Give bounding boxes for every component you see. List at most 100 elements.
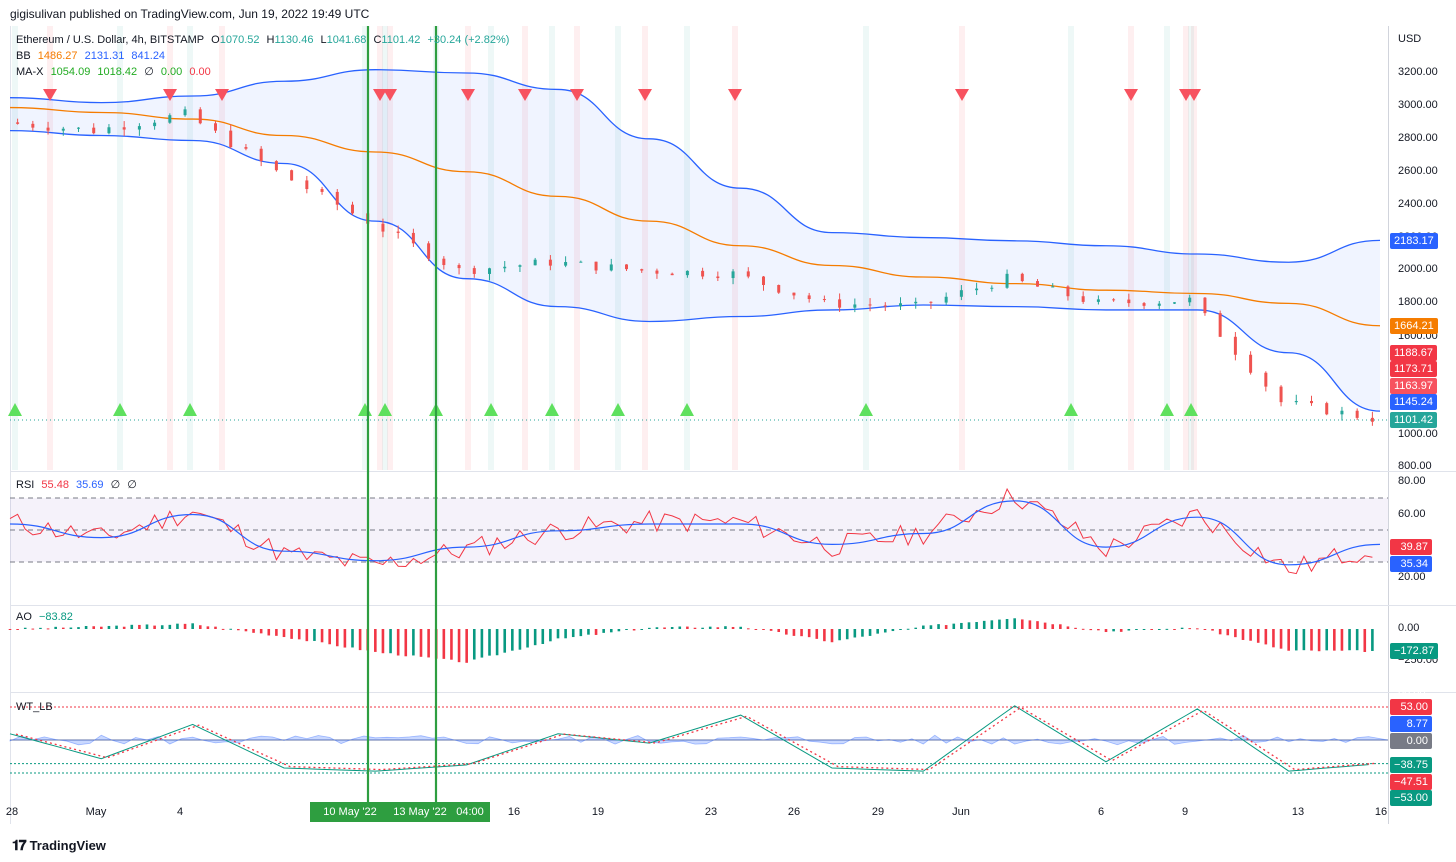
candle-body — [31, 123, 35, 128]
candle-body — [1051, 286, 1055, 288]
price-tag: 1145.24 — [1390, 394, 1437, 410]
candle-body — [975, 288, 979, 291]
candle-body — [1218, 313, 1222, 337]
ao-bar — [198, 625, 202, 629]
price-tag: 1664.21 — [1390, 318, 1438, 334]
rsi-symbol-1: ∅ — [110, 479, 121, 491]
ao-bar — [244, 629, 248, 632]
sell-band — [959, 26, 965, 470]
low-value: 1041.68 — [326, 34, 367, 46]
ao-bar — [374, 629, 377, 652]
candle-body — [472, 268, 476, 274]
candle-body — [1127, 299, 1131, 304]
tradingview-footer[interactable]: 𝟏𝟕 TradingView — [12, 837, 106, 854]
price-tag: 2183.17 — [1390, 233, 1438, 249]
ao-bar — [693, 627, 697, 629]
candle-body — [107, 127, 111, 134]
ao-bar — [1150, 629, 1153, 630]
ao-bar — [419, 629, 423, 657]
ao-bar — [648, 627, 651, 629]
ao-bar — [556, 629, 560, 639]
candle-body — [488, 268, 491, 274]
ao-bar — [807, 629, 811, 638]
ao-bar — [1241, 629, 1245, 640]
x-highlight-10-may: 10 May '22 — [310, 802, 390, 822]
bb-basis-line — [9, 106, 1381, 327]
price-tag: 1173.71 — [1390, 361, 1437, 377]
candle-body — [1249, 354, 1253, 373]
footer-text: TradingView — [29, 838, 106, 853]
candle-body — [1096, 299, 1100, 302]
candle-body — [335, 191, 339, 205]
ao-bar — [8, 629, 12, 630]
ao-bar — [1043, 622, 1047, 629]
sell-band — [1183, 26, 1189, 470]
ao-bar — [1005, 618, 1009, 629]
bb-cloud — [10, 69, 1380, 412]
time-axis-label: 13 — [1291, 806, 1305, 818]
sell-signal-icon — [518, 89, 532, 101]
ao-bar — [457, 629, 461, 663]
max-slow-value: 1018.42 — [97, 66, 138, 78]
ao-axis-label: 0.00 — [1398, 622, 1420, 634]
sell-signal-icon — [373, 89, 387, 101]
candle-body — [609, 264, 613, 271]
sell-band — [377, 26, 383, 470]
bb-name: BB — [16, 50, 31, 62]
buy-signal-icon — [1184, 403, 1198, 416]
candle-body — [959, 290, 963, 297]
change-value: +30.24 (+2.82%) — [427, 34, 510, 46]
ao-bar — [1180, 627, 1184, 629]
wt-tag: −53.00 — [1390, 790, 1432, 806]
candle-body — [564, 262, 568, 266]
candle-body — [1310, 400, 1313, 404]
open-label: O — [211, 34, 220, 46]
ao-bar — [488, 629, 491, 656]
ao-bar — [92, 626, 96, 629]
rsi-tag: 39.87 — [1390, 539, 1432, 555]
ao-name: AO — [16, 611, 32, 623]
ao-bar — [1104, 629, 1108, 633]
sell-signal-icon — [570, 89, 584, 101]
chart-frame — [10, 26, 1389, 824]
high-value: 1130.46 — [274, 34, 314, 46]
ao-bar — [328, 629, 331, 645]
buy-band — [615, 26, 621, 470]
ao-bar — [686, 626, 689, 629]
ao-bar — [290, 629, 293, 639]
bb-lower-line — [9, 129, 1381, 412]
wt-legend: WT_LB — [16, 699, 57, 715]
ao-bar — [1051, 624, 1055, 629]
price-axis-label: 800.00 — [1398, 460, 1432, 472]
ao-bar — [61, 627, 65, 629]
sell-signal-icon — [215, 89, 229, 101]
ao-bar — [153, 625, 156, 629]
x-highlight-13-may: 13 May '22 — [390, 802, 450, 822]
ao-bar — [16, 629, 19, 630]
ao-bar — [313, 629, 316, 641]
candle-body — [457, 265, 461, 269]
candle-body — [290, 170, 294, 181]
ao-tag: −172.87 — [1390, 643, 1439, 659]
buy-band — [1188, 26, 1194, 470]
ao-bar — [252, 629, 255, 633]
ao-bar — [670, 627, 674, 629]
sell-band — [642, 26, 648, 470]
candle-body — [822, 299, 826, 301]
ao-bar — [876, 629, 879, 634]
candle-body — [1264, 372, 1268, 387]
candle-body — [92, 127, 96, 134]
sell-band — [47, 26, 53, 470]
price-axis-separator — [1388, 26, 1389, 824]
bb-legend: BB 1486.27 2131.31 841.24 — [16, 48, 169, 64]
ao-bar — [130, 624, 134, 629]
ao-bar — [549, 629, 552, 642]
rsi-ma-line — [9, 500, 1381, 566]
sell-signal-icon — [728, 89, 742, 101]
time-axis-label: 19 — [591, 806, 605, 818]
candle-body — [244, 147, 248, 149]
candle-body — [1005, 273, 1009, 288]
sell-signal-icon — [461, 89, 475, 101]
candle-body — [807, 295, 811, 300]
